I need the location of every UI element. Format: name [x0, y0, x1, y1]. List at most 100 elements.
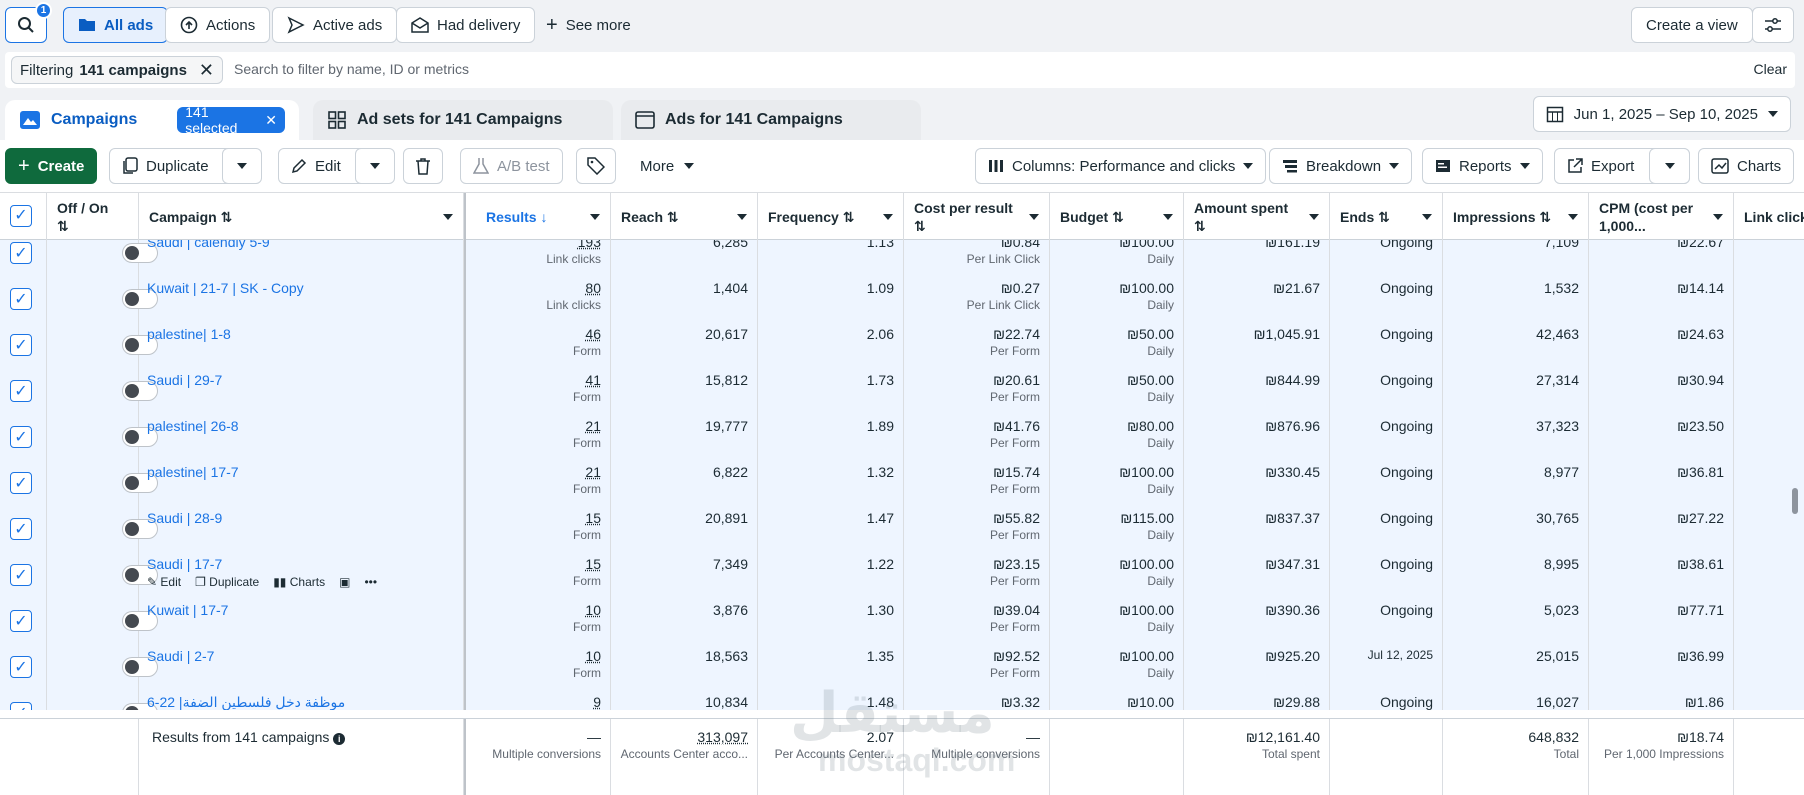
campaign-toggle[interactable] [122, 611, 158, 631]
table-row[interactable]: ✓ موظفة دخل فلسطين الضفة| 22-6 9 10,834 1.48… [0, 690, 1804, 710]
campaign-toggle[interactable] [122, 473, 158, 493]
campaign-name-link[interactable]: Kuwait | 17-7 [147, 602, 229, 618]
info-icon[interactable]: i [333, 733, 346, 745]
table-row[interactable]: ✓ Saudi | calendly 5-9 193 Link clicks 6,285… [0, 240, 1804, 276]
row-checkbox[interactable]: ✓ [10, 656, 32, 678]
table-row[interactable]: ✓ Kuwait | 21-7 | SK - Copy 80 Link clicks 1… [0, 276, 1804, 322]
select-all-checkbox[interactable]: ✓ [10, 205, 32, 227]
row-checkbox[interactable]: ✓ [10, 702, 32, 710]
header-off-on[interactable]: Off / On ⇅ [47, 193, 139, 241]
vertical-scrollbar[interactable] [1792, 488, 1798, 514]
campaign-toggle[interactable] [122, 427, 158, 447]
cell-budget-value: ₪50.00 [1127, 372, 1174, 388]
campaign-toggle[interactable] [122, 289, 158, 309]
see-more-button[interactable]: + See more [538, 7, 639, 43]
breakdown-button[interactable]: Breakdown [1269, 148, 1413, 184]
campaign-name-link[interactable]: Kuwait | 21-7 | SK - Copy [147, 280, 304, 296]
header-budget[interactable]: Budget ⇅ [1050, 193, 1184, 241]
campaign-name-link[interactable]: Saudi | 28-9 [147, 510, 223, 526]
campaign-toggle[interactable] [122, 381, 158, 401]
more-button[interactable]: More [640, 148, 695, 184]
charts-button[interactable]: Charts [1698, 148, 1795, 184]
ab-test-button[interactable]: A/B test [460, 148, 563, 184]
table-row[interactable]: ✓ palestine| 1-8 46 Form 20,617 2.06 ₪22.74 Per… [0, 322, 1804, 368]
header-reach[interactable]: Reach ⇅ [611, 193, 758, 241]
header-results[interactable]: Results ↓ [464, 193, 611, 241]
row-checkbox[interactable]: ✓ [10, 518, 32, 540]
edit-dropdown[interactable] [355, 148, 395, 184]
cell-budget-value: ₪100.00 [1119, 556, 1174, 572]
campaign-toggle[interactable] [122, 657, 158, 677]
export-dropdown[interactable] [1649, 148, 1690, 184]
date-range-picker[interactable]: Jun 1, 2025 – Sep 10, 2025 [1532, 96, 1791, 132]
active-ads-button[interactable]: Active ads [272, 7, 398, 43]
tag-button[interactable] [576, 148, 616, 184]
header-campaign[interactable]: Campaign ⇅ [139, 193, 464, 241]
table-row[interactable]: ✓ palestine| 26-8 21 Form 19,777 1.89 ₪41.76 Pe… [0, 414, 1804, 460]
actions-button[interactable]: Actions [165, 7, 271, 43]
tab-ads[interactable]: Ads for 141 Campaigns [621, 100, 921, 140]
table-row[interactable]: ✓ Saudi | 2-7 10 Form 18,563 1.35 ₪92.52 Per Fo… [0, 644, 1804, 690]
header-impressions[interactable]: Impressions ⇅ [1443, 193, 1589, 241]
close-icon[interactable]: ✕ [198, 59, 215, 80]
campaign-name-link[interactable]: palestine| 26-8 [147, 418, 239, 434]
duplicate-dropdown[interactable] [222, 148, 262, 184]
campaign-name-link[interactable]: Saudi | 2-7 [147, 648, 215, 664]
header-amount-spent[interactable]: Amount spent ⇅ [1184, 193, 1330, 241]
selected-pill[interactable]: 141 selected ✕ [177, 104, 285, 136]
clear-filter-button[interactable]: Clear [1753, 61, 1787, 77]
customize-button[interactable] [1752, 7, 1794, 43]
table-row[interactable]: ✓ Saudi | 29-7 41 Form 15,812 1.73 ₪20.61 Per F… [0, 368, 1804, 414]
close-icon[interactable]: ✕ [265, 111, 277, 128]
table-row[interactable]: ✓ Saudi | 17-7 ✎ Edit ❐ Duplicate ▮▮ Charts ▣… [0, 552, 1804, 598]
campaign-toggle[interactable] [122, 519, 158, 539]
table-row[interactable]: ✓ palestine| 17-7 21 Form 6,822 1.32 ₪15.74 Per… [0, 460, 1804, 506]
cell-impressions-value: 16,027 [1536, 694, 1579, 710]
row-checkbox[interactable]: ✓ [10, 334, 32, 356]
row-charts-button[interactable]: ▮▮ Charts [273, 575, 326, 589]
header-cpm[interactable]: CPM (cost per 1,000... [1589, 193, 1734, 241]
row-checkbox[interactable]: ✓ [10, 242, 32, 264]
columns-button[interactable]: Columns: Performance and clicks [975, 148, 1267, 184]
tab-campaigns[interactable]: Campaigns 141 selected ✕ [5, 100, 299, 140]
campaign-name-link[interactable]: موظفة دخل فلسطين الضفة| 22-6 [147, 694, 346, 710]
cell-ends-value: Ongoing [1380, 464, 1433, 480]
header-cost-per-result[interactable]: Cost per result ⇅ [904, 193, 1050, 241]
table-row[interactable]: ✓ Kuwait | 17-7 10 Form 3,876 1.30 ₪39.04 Per F… [0, 598, 1804, 644]
all-ads-button[interactable]: All ads [63, 7, 169, 43]
campaign-name-link[interactable]: Saudi | 29-7 [147, 372, 223, 388]
table-row[interactable]: ✓ Saudi | 28-9 15 Form 20,891 1.47 ₪55.82 Per F… [0, 506, 1804, 552]
had-delivery-button[interactable]: Had delivery [396, 7, 536, 43]
campaign-name-link[interactable]: palestine| 1-8 [147, 326, 231, 342]
reports-button[interactable]: Reports [1422, 148, 1543, 184]
search-button[interactable]: 1 [5, 2, 52, 43]
campaign-toggle[interactable] [122, 565, 158, 585]
campaign-toggle[interactable] [122, 243, 158, 263]
row-checkbox[interactable]: ✓ [10, 426, 32, 448]
export-icon [1567, 158, 1583, 174]
row-checkbox[interactable]: ✓ [10, 472, 32, 494]
row-checkbox[interactable]: ✓ [10, 564, 32, 586]
header-link-clicks[interactable]: Link click [1734, 193, 1804, 241]
row-edit-button[interactable]: ✎ Edit [147, 575, 182, 589]
campaign-name-link[interactable]: palestine| 17-7 [147, 464, 239, 480]
create-button[interactable]: + Create [5, 148, 98, 184]
more-options-icon[interactable]: ••• [364, 575, 378, 589]
campaign-name-link[interactable]: Saudi | calendly 5-9 [147, 240, 270, 250]
campaign-toggle[interactable] [122, 335, 158, 355]
row-checkbox[interactable]: ✓ [10, 610, 32, 632]
filter-chip[interactable]: Filtering 141 campaigns ✕ [11, 56, 224, 84]
filter-search-input[interactable]: Search to filter by name, ID or metrics [234, 61, 469, 77]
row-duplicate-button[interactable]: ❐ Duplicate [195, 575, 260, 589]
header-frequency[interactable]: Frequency ⇅ [758, 193, 904, 241]
cell-cpm: ₪27.22 [1589, 506, 1734, 552]
create-view-button[interactable]: Create a view [1631, 7, 1753, 43]
header-ends[interactable]: Ends ⇅ [1330, 193, 1443, 241]
image-icon[interactable]: ▣ [339, 575, 351, 589]
delete-button[interactable] [403, 148, 443, 184]
row-checkbox[interactable]: ✓ [10, 380, 32, 402]
tab-ad-sets[interactable]: Ad sets for 141 Campaigns [313, 100, 613, 140]
campaign-name-link[interactable]: Saudi | 17-7 [147, 556, 223, 572]
row-toggle-cell [47, 598, 158, 644]
row-checkbox[interactable]: ✓ [10, 288, 32, 310]
